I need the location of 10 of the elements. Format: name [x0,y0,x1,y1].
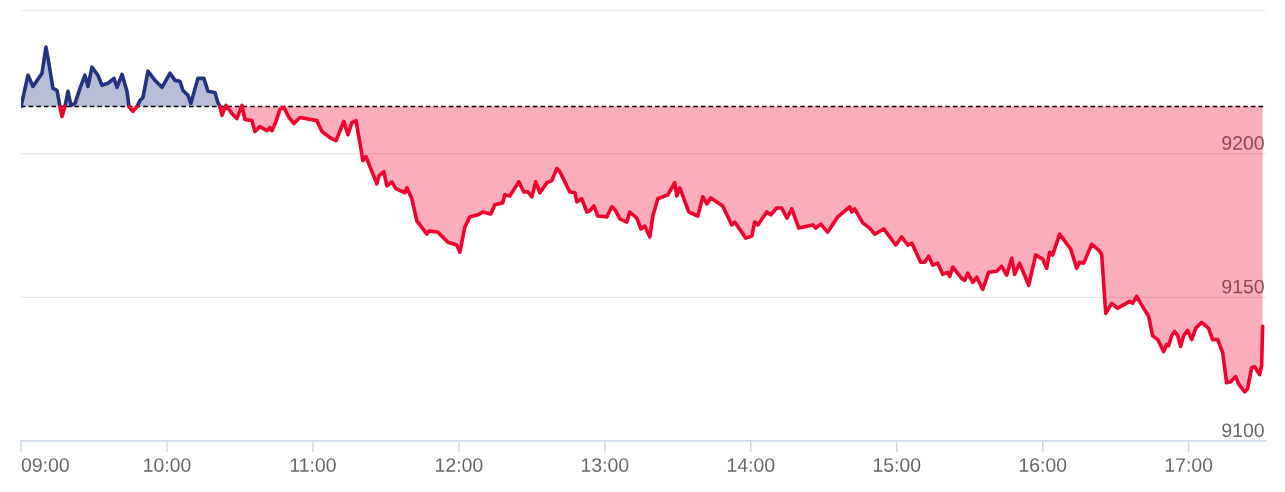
x-tick-label: 17:00 [1165,458,1213,472]
x-tick-label: 10:00 [144,458,191,472]
x-tick-label: 09:00 [21,458,69,472]
x-tick-label: 14:00 [727,458,775,472]
x-tick-label: 15:00 [873,458,921,472]
x-tick-label: 12:00 [436,458,483,472]
x-tick-label: 16:00 [1019,458,1067,472]
y-tick-label: 9100 [1222,423,1264,438]
x-tick-label: 13:00 [581,458,629,472]
x-tick-label: 11:00 [290,458,336,472]
